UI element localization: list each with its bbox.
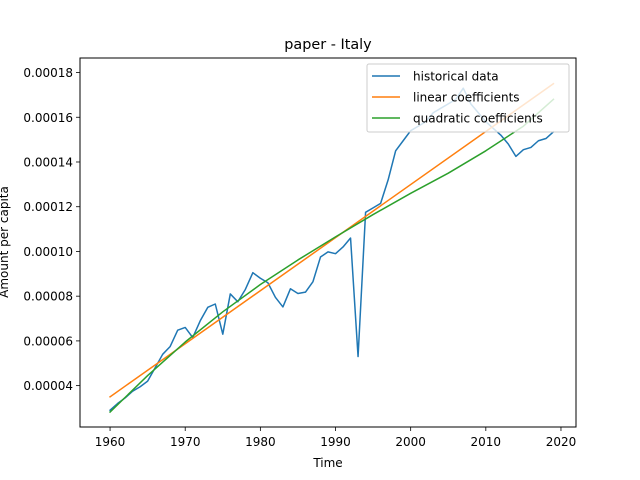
- legend-label: quadratic coefficients: [413, 112, 543, 126]
- x-axis-label: Time: [312, 456, 342, 470]
- x-tick-label: 2010: [471, 435, 502, 449]
- x-tick-label: 1980: [245, 435, 276, 449]
- x-axis: 1960 1970 1980 1990 2000 2010 2020: [95, 427, 576, 449]
- legend: historical data linear coefficients quadra…: [366, 63, 570, 133]
- y-tick-label: 0.00014: [23, 155, 73, 169]
- y-tick-label: 0.00004: [23, 379, 73, 393]
- x-tick-label: 1990: [320, 435, 351, 449]
- legend-label: historical data: [413, 70, 499, 84]
- y-axis-label: Amount per capita: [0, 186, 11, 298]
- chart-title: paper - Italy: [284, 37, 372, 53]
- x-tick-label: 1970: [170, 435, 201, 449]
- legend-box: [366, 63, 570, 133]
- x-tick-label: 1960: [95, 435, 126, 449]
- y-axis: 0.00004 0.00006 0.00008 0.00010 0.00012 0.000…: [23, 66, 80, 393]
- series-line-2: [108, 98, 555, 414]
- y-tick-label: 0.00006: [23, 334, 73, 348]
- y-tick-label: 0.00016: [23, 111, 73, 125]
- x-tick-label: 2020: [546, 435, 577, 449]
- y-tick-label: 0.00010: [23, 245, 73, 259]
- y-tick-label: 0.00018: [23, 66, 73, 80]
- y-tick-label: 0.00008: [23, 290, 73, 304]
- legend-entries: historical data linear coefficients quadra…: [372, 70, 543, 126]
- series-line-1: [109, 82, 555, 398]
- legend-label: linear coefficients: [413, 91, 520, 105]
- x-tick-label: 2000: [395, 435, 426, 449]
- plot-frame: [79, 57, 577, 428]
- y-tick-label: 0.00012: [23, 200, 73, 214]
